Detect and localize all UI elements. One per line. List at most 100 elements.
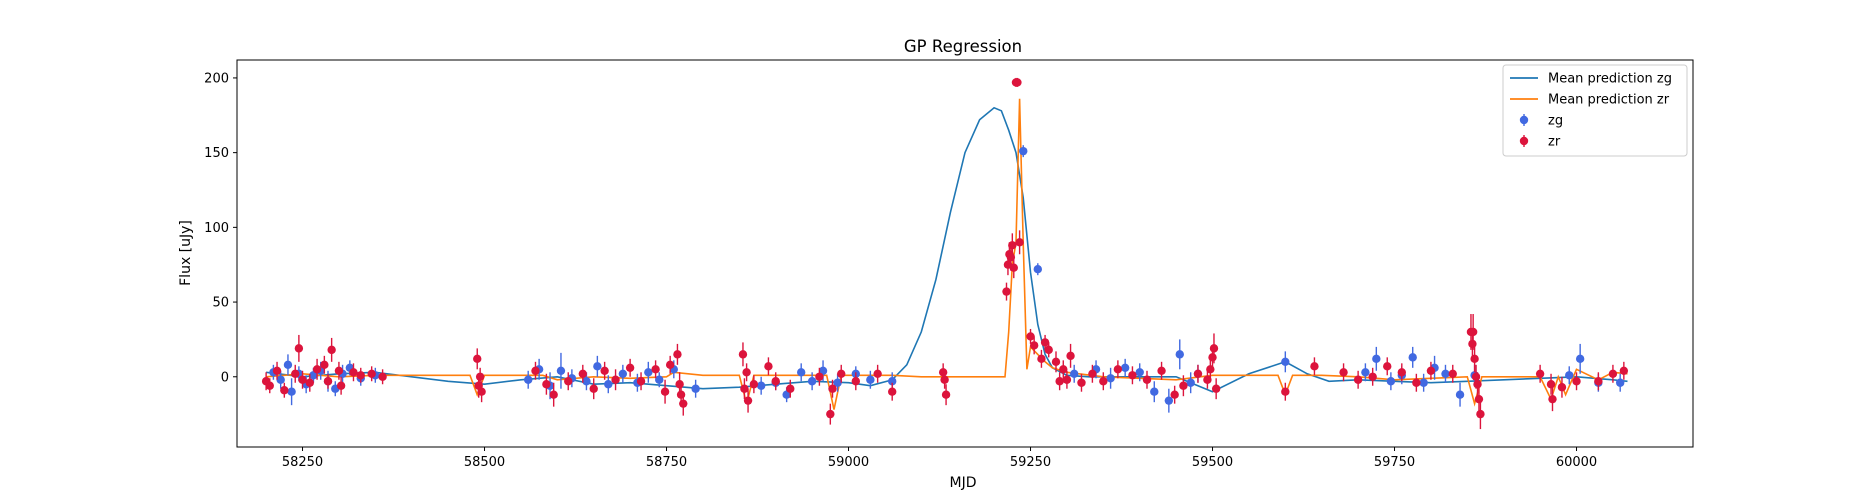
zr-point — [1026, 332, 1035, 341]
zg-point — [1019, 146, 1028, 156]
zg-point — [1120, 363, 1130, 373]
zr-point — [280, 386, 289, 395]
zr-point — [771, 377, 780, 386]
zr-point — [625, 363, 635, 373]
zg-point — [524, 375, 533, 384]
legend-label: zg — [1548, 114, 1563, 129]
zr-point — [1471, 372, 1481, 381]
zg-point — [287, 387, 296, 396]
x-tick-label: 59500 — [1192, 455, 1233, 470]
zr-point — [1209, 344, 1219, 353]
zr-point — [1077, 378, 1086, 387]
x-tick-label: 58500 — [464, 455, 505, 470]
zr-point — [1211, 384, 1221, 393]
zr-point — [298, 375, 307, 384]
zr-point — [578, 369, 587, 378]
zr-point — [1015, 238, 1024, 247]
zg-point — [1455, 390, 1465, 399]
x-tick-label: 59250 — [1010, 455, 1051, 470]
zg-point — [1135, 368, 1144, 377]
zg-point — [1070, 369, 1079, 378]
zr-point — [1008, 241, 1017, 250]
zr-point — [1470, 354, 1479, 364]
zr-point — [378, 372, 387, 381]
zr-point — [1059, 365, 1068, 374]
zr-point — [611, 375, 620, 384]
zr-point — [320, 360, 329, 370]
legend-item: zr — [1519, 135, 1561, 150]
zr-point — [356, 371, 365, 380]
zr-point — [1009, 263, 1018, 272]
legend-point-swatch — [1519, 115, 1529, 125]
zr-point — [367, 369, 376, 378]
zg-point — [1164, 396, 1174, 405]
zr-point — [1066, 351, 1075, 361]
zr-point — [1040, 338, 1050, 347]
zr-point — [764, 362, 773, 371]
zr-point — [265, 381, 274, 390]
zr-point — [1037, 354, 1046, 364]
zr-point — [1619, 366, 1629, 375]
zg-point — [1281, 357, 1290, 367]
zr-point — [636, 377, 646, 386]
zr-point — [1608, 369, 1618, 378]
zg-point — [1361, 368, 1370, 377]
zr-point — [742, 368, 751, 377]
zr-point — [1353, 375, 1363, 384]
zg-point — [1408, 353, 1417, 362]
zr-point — [815, 372, 824, 381]
zr-point — [826, 409, 835, 419]
zr-point — [1412, 378, 1421, 387]
zg-point — [1386, 377, 1396, 386]
zr-point — [334, 366, 344, 375]
zr-point — [941, 390, 951, 399]
zg-point — [1565, 371, 1574, 380]
zg-point — [618, 369, 628, 378]
zr-point — [323, 377, 333, 386]
zr-point — [1535, 369, 1545, 378]
zr-point — [940, 375, 949, 384]
zr-point — [938, 368, 948, 377]
zg-point — [691, 384, 700, 393]
y-tick-label: 0 — [221, 370, 229, 385]
zr-point — [549, 390, 558, 399]
zr-point — [272, 366, 282, 375]
zr-point — [1013, 78, 1022, 87]
zr-point — [665, 360, 675, 370]
zr-point — [1557, 383, 1567, 392]
y-tick-label: 200 — [204, 71, 229, 86]
zr-point — [1128, 371, 1137, 380]
mean-prediction-lines — [266, 98, 1628, 410]
zr-point — [1281, 387, 1290, 396]
zg-point — [833, 378, 842, 387]
zr-point — [1448, 369, 1457, 378]
plot-frame — [236, 59, 1694, 448]
zr-point — [1051, 357, 1061, 367]
zr-point — [1383, 362, 1392, 371]
zr-point — [473, 354, 482, 364]
y-tick-label: 50 — [212, 296, 229, 311]
zr-point — [1310, 362, 1319, 371]
zr-point — [837, 369, 846, 378]
zg-point — [1033, 264, 1043, 274]
zr-point — [1170, 390, 1179, 399]
zr-point — [1055, 377, 1064, 386]
zr-point — [1193, 369, 1203, 378]
zg-point — [556, 366, 566, 375]
zg-point — [1372, 354, 1381, 364]
zg-point — [276, 375, 285, 384]
zg-point — [1575, 354, 1585, 364]
zr-point — [1368, 372, 1377, 381]
zr-point — [1468, 339, 1477, 349]
chart-title: GP Regression — [904, 37, 1022, 56]
zr-point — [1113, 365, 1123, 374]
x-axis-ticks: 58250 58500 58750 59000 59250 59500 59750 60000 — [282, 447, 1597, 470]
zr-point — [1397, 368, 1407, 377]
zg-point — [807, 377, 817, 386]
zr-point — [294, 344, 304, 353]
zr-point — [1157, 366, 1166, 375]
zr-point — [475, 372, 485, 381]
zg-point — [888, 377, 897, 386]
zr-point — [651, 365, 660, 374]
zr-point — [1088, 369, 1097, 378]
